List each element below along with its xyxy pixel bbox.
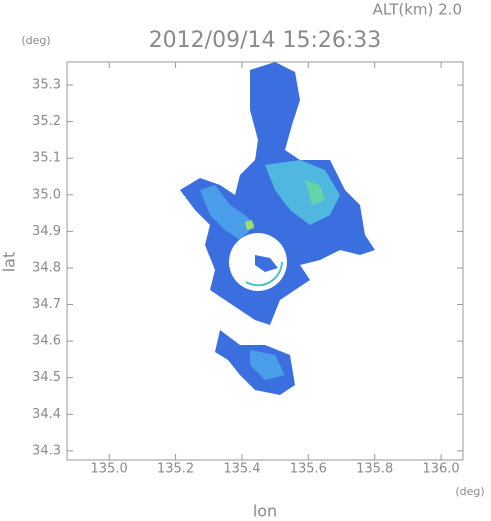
y-tick-label: 34.5 xyxy=(32,370,61,385)
chart-title: 2012/09/14 15:26:33 xyxy=(149,28,382,53)
subtitle: ALT(km) 2.0 xyxy=(373,1,462,19)
y-tick-label: 35.2 xyxy=(32,114,61,129)
x-unit: (deg) xyxy=(455,485,484,498)
x-tick-label: 135.8 xyxy=(356,462,393,477)
y-tick-label: 35.0 xyxy=(32,187,61,202)
x-tick-label: 135.6 xyxy=(290,462,327,477)
x-tick-label: 136.0 xyxy=(422,462,459,477)
y-axis-label: lat xyxy=(0,252,19,273)
y-tick-label: 34.7 xyxy=(32,297,61,312)
x-tick-label: 135.0 xyxy=(91,462,128,477)
y-tick-label: 34.8 xyxy=(32,260,61,275)
y-tick-label: 35.3 xyxy=(32,78,61,93)
plot-frame xyxy=(66,61,464,461)
y-tick-label: 34.6 xyxy=(32,334,61,349)
y-tick-label: 34.9 xyxy=(32,224,61,239)
y-tick-label: 34.4 xyxy=(32,407,61,422)
x-tick-label: 135.2 xyxy=(157,462,194,477)
y-unit: (deg) xyxy=(21,34,50,47)
y-tick-label: 35.1 xyxy=(32,151,61,166)
x-tick-label: 135.4 xyxy=(223,462,260,477)
x-axis-label: lon xyxy=(253,502,277,521)
y-tick-label: 34.3 xyxy=(32,443,61,458)
radar-echo xyxy=(180,62,375,395)
